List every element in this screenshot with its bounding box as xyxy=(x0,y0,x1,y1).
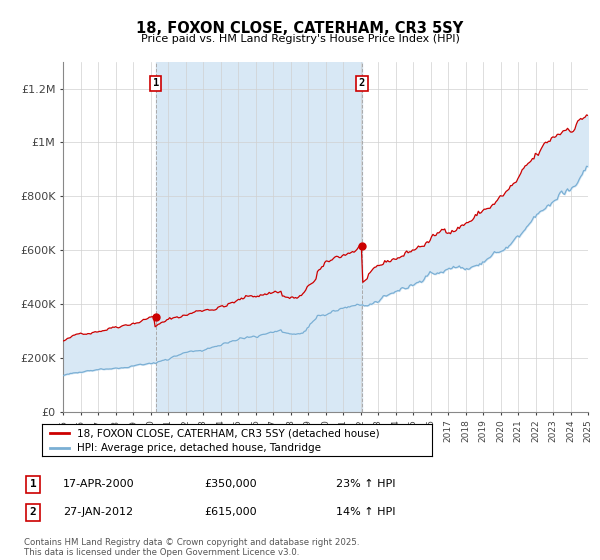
Text: 18, FOXON CLOSE, CATERHAM, CR3 5SY: 18, FOXON CLOSE, CATERHAM, CR3 5SY xyxy=(136,21,464,36)
Text: 14% ↑ HPI: 14% ↑ HPI xyxy=(336,507,395,517)
Text: 1: 1 xyxy=(29,479,37,489)
Text: 2: 2 xyxy=(359,78,365,88)
Text: £615,000: £615,000 xyxy=(204,507,257,517)
Text: 27-JAN-2012: 27-JAN-2012 xyxy=(63,507,133,517)
Text: Price paid vs. HM Land Registry's House Price Index (HPI): Price paid vs. HM Land Registry's House … xyxy=(140,34,460,44)
Text: Contains HM Land Registry data © Crown copyright and database right 2025.
This d: Contains HM Land Registry data © Crown c… xyxy=(24,538,359,557)
Bar xyxy=(156,62,362,412)
Text: 2: 2 xyxy=(29,507,37,517)
Text: HPI: Average price, detached house, Tandridge: HPI: Average price, detached house, Tand… xyxy=(77,444,321,453)
Text: 1: 1 xyxy=(152,78,159,88)
Text: 23% ↑ HPI: 23% ↑ HPI xyxy=(336,479,395,489)
Text: £350,000: £350,000 xyxy=(204,479,257,489)
Text: 18, FOXON CLOSE, CATERHAM, CR3 5SY (detached house): 18, FOXON CLOSE, CATERHAM, CR3 5SY (deta… xyxy=(77,428,380,438)
Text: 17-APR-2000: 17-APR-2000 xyxy=(63,479,134,489)
